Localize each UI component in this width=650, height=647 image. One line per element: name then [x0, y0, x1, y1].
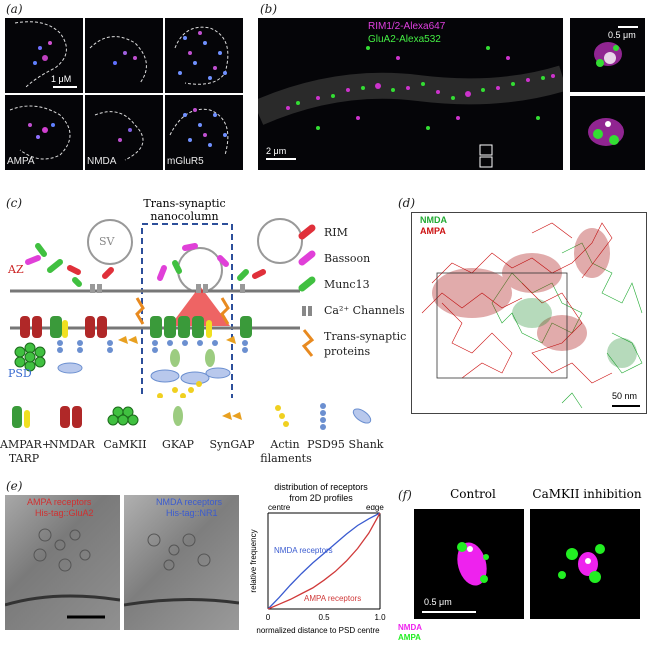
em-nmda-sub: His-tag::NR1	[166, 508, 218, 518]
em-image-ampa: AMPA receptors His-tag::GluA2	[5, 495, 120, 630]
series-line-1	[267, 512, 381, 610]
legend-c-icons	[298, 224, 316, 357]
legend-c-ca: Ca²⁺ Channels	[324, 304, 405, 317]
chart-ampa-label: AMPA receptors	[304, 594, 361, 603]
panel-b-label: (b)	[260, 2, 278, 16]
scale-label-a: 1 μM	[51, 74, 72, 84]
em-nmda-title: NMDA receptors	[156, 497, 223, 507]
tile-a4: AMPA	[5, 95, 83, 170]
scale-bar-b-inset	[618, 26, 638, 28]
legend-rim: RIM1/2-Alexa647	[368, 21, 446, 32]
legend-tarp: TARP	[8, 452, 40, 465]
scale-bar-a	[53, 86, 77, 88]
legend-c-proteins: proteins	[324, 345, 371, 358]
panel-a-label: (a)	[6, 2, 23, 16]
f-inhibition-image	[530, 509, 640, 619]
x-tick-label: 1.0	[374, 613, 386, 622]
series-line-0	[267, 512, 381, 610]
tile-a2	[85, 18, 163, 93]
em-ampa-sub: His-tag::GluA2	[35, 508, 94, 518]
scale-bar-b	[266, 158, 296, 160]
legend-d-ampa: AMPA	[420, 226, 446, 236]
tile-a5: NMDA	[85, 95, 163, 170]
chart-ylabel: relative frequency	[249, 529, 258, 592]
f-control-title: Control	[450, 487, 496, 501]
synapse-diagram	[10, 218, 303, 398]
tile-a3	[165, 18, 243, 93]
em-image-nmda: NMDA receptors His-tag::NR1	[124, 495, 239, 630]
legend-psd95: PSD95	[307, 438, 345, 451]
scale-bar-d	[612, 405, 640, 407]
x-tick-label: 0	[266, 613, 271, 622]
legend-c-trans: Trans-synaptic	[324, 330, 407, 343]
panel-b-main-image: RIM1/2-Alexa647 GluA2-Alexa532 2 μm	[258, 18, 563, 170]
chart-title-1: distribution of receptors	[274, 482, 368, 492]
legend-f-ampa: AMPA	[398, 633, 421, 642]
legend-filaments: filaments	[260, 452, 312, 465]
scale-label-b-inset: 0.5 μm	[608, 30, 636, 40]
legend-camkii: CaMKII	[103, 438, 147, 451]
tile-a6: mGluR5	[165, 95, 243, 170]
legend-nmdar: NMDAR	[49, 438, 95, 451]
legend-c-rim: RIM	[324, 226, 348, 239]
caption-nmda: NMDA	[87, 156, 117, 167]
chart-axes	[267, 512, 381, 610]
legend-d-nmda: NMDA	[420, 215, 447, 225]
panel-e-label: (e)	[6, 479, 23, 493]
scale-label-d: 50 nm	[612, 391, 638, 401]
panel-c-title-2: nanocolumn	[150, 210, 219, 223]
scale-label-b: 2 μm	[266, 146, 287, 156]
chart-title-2: from 2D profiles	[289, 493, 353, 503]
panel-b-inset-bottom	[570, 96, 645, 170]
x-tick-label: 0.5	[318, 613, 330, 622]
f-inhibition-title: CaMKII inhibition	[532, 487, 642, 501]
panel-c-title-1: Trans-synaptic	[143, 197, 226, 210]
chart-centre-label: centre	[268, 505, 291, 512]
chart-xlabel: normalized distance to PSD centre	[256, 626, 380, 635]
em-ampa-title: AMPA receptors	[27, 497, 92, 507]
sv-label: SV	[99, 235, 115, 248]
panel-d-frame: NMDA AMPA 50 nm	[411, 212, 647, 414]
legend-ampar: AMPAR+	[0, 438, 52, 451]
legend-glua2: GluA2-Alexa532	[368, 34, 441, 45]
panel-c-label: (c)	[6, 196, 23, 210]
tile-a1: 1 μM	[5, 18, 83, 93]
scale-bar-f	[422, 611, 476, 613]
scale-label-f: 0.5 μm	[424, 597, 452, 607]
az-label: AZ	[8, 263, 24, 276]
psd-label: PSD	[8, 367, 32, 380]
chart-edge-label: edge	[366, 505, 384, 512]
caption-mglur5: mGluR5	[167, 156, 204, 167]
legend-c-bottom-icons	[12, 403, 372, 430]
caption-ampa: AMPA	[7, 156, 35, 167]
f-control-image: 0.5 μm	[414, 509, 524, 619]
legend-shank: Shank	[348, 438, 384, 451]
legend-syngap: SynGAP	[209, 438, 255, 451]
legend-actin: Actin	[270, 438, 300, 451]
legend-f-nmda: NMDA	[398, 623, 422, 632]
panel-f-label: (f)	[398, 488, 412, 502]
distribution-chart: 0 0.5 1.0 centre edge normalized distance …	[249, 505, 386, 635]
panel-d-label: (d)	[398, 196, 416, 210]
legend-c-munc13: Munc13	[324, 278, 370, 291]
panel-b-inset-top: 0.5 μm	[570, 18, 645, 92]
chart-nmda-label: NMDA receptors	[274, 546, 333, 555]
panel-a-grid: 1 μM AMPA NMDA mGluR5	[5, 18, 243, 170]
legend-c-bassoon: Bassoon	[324, 252, 371, 265]
legend-gkap: GKAP	[162, 438, 194, 451]
